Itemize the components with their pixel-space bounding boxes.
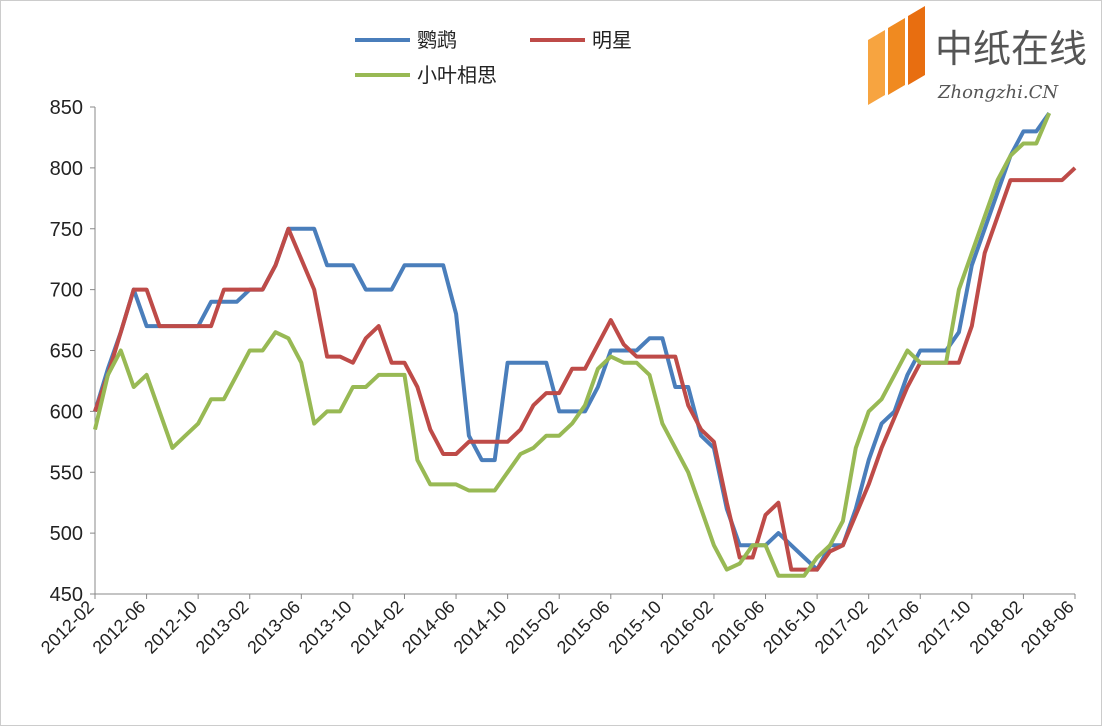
y-tick-label: 600 <box>50 401 83 423</box>
y-tick-label: 850 <box>50 97 83 119</box>
y-tick-label: 500 <box>50 523 83 545</box>
watermark-title: 中纸在线 <box>935 27 1087 71</box>
watermark-subtitle: Zhongzhi.CN <box>937 82 1059 103</box>
y-tick-label: 450 <box>50 584 83 606</box>
y-tick-label: 550 <box>50 462 83 484</box>
y-tick-label: 650 <box>50 341 83 363</box>
series-line <box>93 112 1052 578</box>
y-tick-label: 800 <box>50 158 83 180</box>
logo <box>868 6 925 105</box>
y-tick-label: 700 <box>50 280 83 302</box>
legend-label: 小叶相思 <box>417 64 497 87</box>
legend-label: 明星 <box>592 30 632 52</box>
legend-label: 鹦鹉 <box>417 29 457 52</box>
y-tick-label: 750 <box>50 219 83 241</box>
series-line <box>93 166 1077 572</box>
